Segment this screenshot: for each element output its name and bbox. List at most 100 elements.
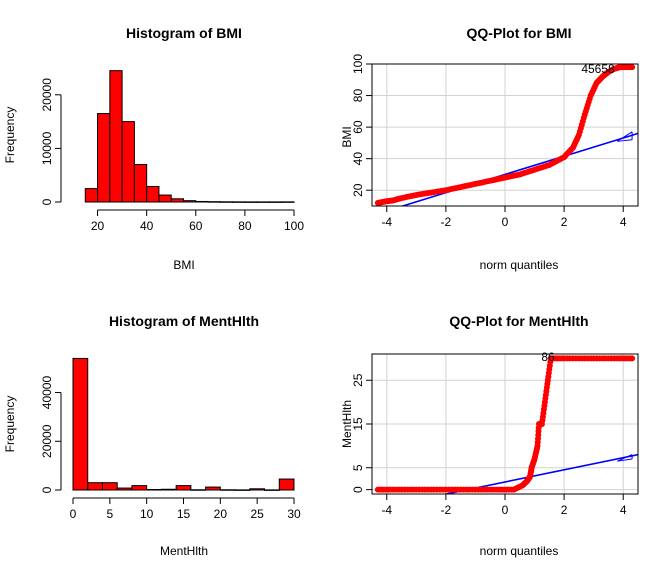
x-tick-label: -2 xyxy=(441,503,452,517)
x-axis: 0 5 10 15 20 25 30 xyxy=(70,497,301,521)
histogram-bar xyxy=(116,487,133,491)
x-tick-label: 40 xyxy=(140,219,154,233)
x-tick-label: 4 xyxy=(620,503,627,517)
qqplot-bmi-panel: QQ-Plot for BMI norm quantiles BMI 45658… xyxy=(340,25,639,272)
confidence-band-upper xyxy=(617,131,633,142)
x-tick-label: 0 xyxy=(502,215,509,229)
y-tick-label: 100 xyxy=(351,54,365,74)
histogram-bar xyxy=(146,489,162,491)
y-tick-label: 25 xyxy=(351,373,365,387)
y-axis-label: MentHlth xyxy=(340,400,354,448)
chart-title: Histogram of BMI xyxy=(126,25,242,41)
y-tick-label: 10000 xyxy=(40,131,54,165)
x-axis-label: BMI xyxy=(173,258,194,272)
gridlines xyxy=(372,354,638,494)
qqplot-menthlth-panel: QQ-Plot for MentHlth norm quantiles Ment… xyxy=(340,313,639,558)
histogram-bar xyxy=(146,185,160,203)
y-tick-label: 0 xyxy=(40,486,54,493)
y-axis-label: Frequency xyxy=(3,396,17,453)
confidence-band-lower xyxy=(617,139,633,142)
histogram-bar xyxy=(84,188,99,203)
outlier-label: 45658 xyxy=(581,62,615,76)
histogram-bar xyxy=(121,121,135,203)
y-tick-label: 60 xyxy=(351,120,365,134)
x-tick-label: 4 xyxy=(620,215,627,229)
x-tick-label: 80 xyxy=(238,219,252,233)
qq-reference-line xyxy=(399,132,638,206)
y-tick-label: 0 xyxy=(351,486,365,493)
y-tick-label: 15 xyxy=(351,417,365,431)
y-tick-label: 20000 xyxy=(40,78,54,112)
histogram-bar xyxy=(87,482,103,491)
y-tick-label: 40 xyxy=(351,152,365,166)
x-axis-label: norm quantiles xyxy=(480,258,559,272)
x-tick-label: 0 xyxy=(502,503,509,517)
histogram-bar xyxy=(170,198,185,203)
x-tick-label: 15 xyxy=(177,507,191,521)
y-tick-label: 0 xyxy=(40,198,54,205)
y-axis-label: BMI xyxy=(340,126,354,147)
chart-title: Histogram of MentHlth xyxy=(109,313,259,329)
reference-lines xyxy=(442,453,638,494)
confidence-band-upper xyxy=(617,454,633,462)
histogram-bar xyxy=(249,488,266,491)
y-tick-label: 20 xyxy=(351,183,365,197)
chart-title: QQ-Plot for MentHlth xyxy=(449,313,588,329)
histogram-bar xyxy=(264,489,280,491)
histogram-bar xyxy=(281,201,295,203)
histogram-bar xyxy=(97,113,111,203)
bar-series xyxy=(72,357,295,491)
histogram-menthlth-panel: Histogram of MentHlth MentHlth Frequency… xyxy=(3,313,301,558)
y-axis: 20 40 60 80 100 xyxy=(351,54,372,197)
histogram-bar xyxy=(109,70,123,203)
chart-title: QQ-Plot for BMI xyxy=(467,25,572,41)
point-series xyxy=(374,355,636,493)
bar-series xyxy=(84,70,295,203)
x-tick-label: 25 xyxy=(250,507,264,521)
histogram-bar xyxy=(195,200,209,203)
y-tick-label: 5 xyxy=(351,464,365,471)
histogram-bar xyxy=(219,201,234,203)
histogram-bar xyxy=(256,201,270,203)
qq-point xyxy=(629,355,636,362)
y-tick-label: 40000 xyxy=(40,376,54,410)
x-tick-label: -4 xyxy=(381,215,392,229)
x-axis-label: MentHlth xyxy=(160,544,208,558)
qq-reference-line xyxy=(442,453,638,494)
x-tick-label: 20 xyxy=(214,507,228,521)
x-tick-label: 30 xyxy=(287,507,301,521)
x-tick-label: 10 xyxy=(140,507,154,521)
y-tick-label: 20000 xyxy=(40,424,54,458)
histogram-bar xyxy=(244,201,258,203)
histogram-bar xyxy=(175,485,192,491)
x-tick-label: 100 xyxy=(284,219,304,233)
histogram-bar xyxy=(158,194,172,203)
histogram-bar xyxy=(190,489,207,491)
x-axis-label: norm quantiles xyxy=(480,544,559,558)
y-axis: 0 5 15 25 xyxy=(351,373,372,493)
x-tick-label: 2 xyxy=(561,215,568,229)
histogram-bar xyxy=(160,488,177,491)
histogram-bar xyxy=(234,489,251,491)
histogram-bar xyxy=(101,482,118,491)
histogram-bar xyxy=(232,201,246,203)
histogram-bar xyxy=(268,201,283,203)
x-tick-label: 60 xyxy=(189,219,203,233)
x-tick-label: -4 xyxy=(381,503,392,517)
x-tick-label: 20 xyxy=(91,219,105,233)
histogram-bar xyxy=(133,163,148,203)
y-tick-label: 80 xyxy=(351,89,365,103)
x-tick-label: 5 xyxy=(106,507,113,521)
x-tick-label: -2 xyxy=(441,215,452,229)
histogram-bar xyxy=(219,489,236,491)
histogram-bar xyxy=(183,200,197,203)
histogram-bar xyxy=(72,357,89,491)
reference-lines xyxy=(399,131,638,206)
y-axis-label: Frequency xyxy=(3,107,17,164)
histogram-bmi-panel: Histogram of BMI BMI Frequency 20 40 60 80 1… xyxy=(3,25,304,272)
y-axis: 0 20000 40000 xyxy=(40,376,62,493)
x-tick-label: 0 xyxy=(70,507,77,521)
point-series xyxy=(374,64,636,206)
histogram-bar xyxy=(207,201,221,203)
